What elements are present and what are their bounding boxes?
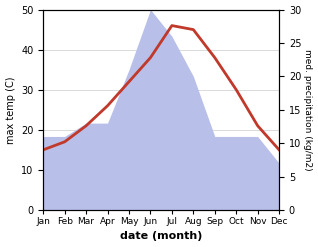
Y-axis label: med. precipitation (kg/m2): med. precipitation (kg/m2): [303, 49, 313, 171]
X-axis label: date (month): date (month): [120, 231, 202, 242]
Y-axis label: max temp (C): max temp (C): [5, 76, 16, 144]
